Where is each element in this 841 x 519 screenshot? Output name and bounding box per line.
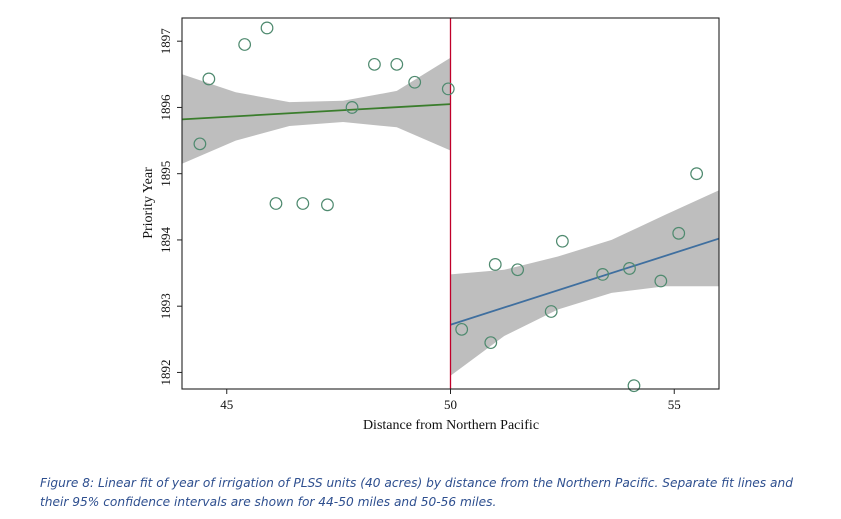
data-point xyxy=(488,258,502,271)
plot-area xyxy=(182,18,719,393)
data-point xyxy=(627,379,641,393)
data-point xyxy=(654,274,668,288)
data-point xyxy=(555,234,569,248)
confidence-band-2 xyxy=(450,190,719,376)
fit-line-1 xyxy=(182,103,451,121)
data-point xyxy=(296,197,310,210)
data-point xyxy=(269,197,283,210)
fit-line-2 xyxy=(450,237,719,326)
x-axis-title: Distance from Northern Pacific xyxy=(363,418,539,433)
data-point xyxy=(511,263,525,277)
y-tick-label: 1896 xyxy=(158,94,173,121)
x-tick-label: 50 xyxy=(444,397,457,412)
y-tick-label: 1893 xyxy=(158,293,173,319)
data-point xyxy=(408,75,422,89)
y-tick-label: 1895 xyxy=(158,161,173,187)
y-tick-label: 1894 xyxy=(158,226,173,253)
axes: 45 50 55 1892 1893 1894 1895 1896 1897 xyxy=(158,17,720,412)
data-point xyxy=(441,82,455,96)
data-point xyxy=(596,267,610,281)
data-point xyxy=(390,57,404,71)
data-point xyxy=(455,322,469,336)
figure-caption: Figure 8: Linear fit of year of irrigati… xyxy=(40,476,793,509)
data-point xyxy=(321,198,334,212)
data-point xyxy=(345,101,359,114)
y-tick-label: 1892 xyxy=(158,359,173,385)
chart: 45 50 55 1892 1893 1894 1895 1896 1897 Distance … xyxy=(141,17,720,433)
data-point xyxy=(544,305,558,318)
x-tick-label: 45 xyxy=(220,397,233,412)
y-tick-label: 1897 xyxy=(158,28,173,55)
data-point xyxy=(193,137,207,151)
data-point xyxy=(260,21,274,35)
confidence-band-1 xyxy=(182,57,451,164)
data-point xyxy=(484,336,498,350)
plot-inner xyxy=(182,57,719,376)
data-point xyxy=(238,38,252,51)
y-axis-title: Priority Year xyxy=(141,167,156,239)
data-point xyxy=(368,57,381,71)
x-tick-label: 55 xyxy=(668,397,681,412)
data-point xyxy=(623,262,636,275)
data-point xyxy=(690,167,704,181)
data-point xyxy=(672,226,686,240)
data-point xyxy=(202,72,216,86)
